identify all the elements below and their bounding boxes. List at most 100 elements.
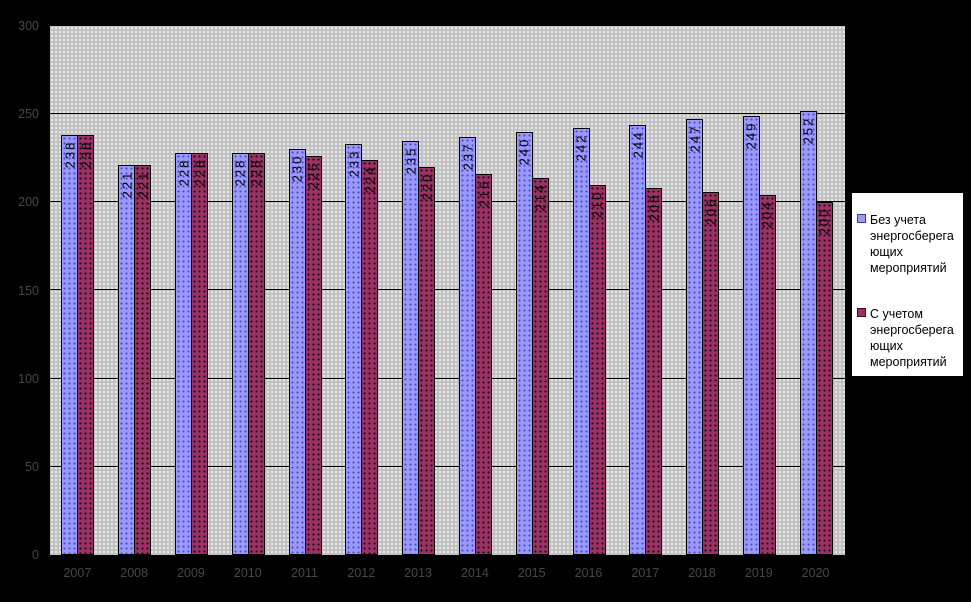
gridline [50,201,845,202]
bar-value-label: 226 [306,157,321,193]
bar-value-text: 252 [800,116,816,144]
legend-label-line: Без учета [870,213,926,227]
bar-value-label: 233 [346,145,361,181]
gridline [50,289,845,290]
bar-value-text: 244 [630,130,646,158]
legend-label-series-2: С учетом энергосберега ющих мероприятий [870,306,954,370]
bar-series2-2012: 224 [361,160,379,555]
bar-value-label: 247 [687,120,702,156]
bar-series2-2009: 228 [191,153,208,555]
x-axis-tick-label: 2014 [460,566,489,580]
bar-value-label: 238 [78,136,93,172]
bar-value-label: 221 [135,166,150,202]
bar-series2-2020: 200 [815,202,833,555]
x-axis-tick-label: 2018 [688,566,716,580]
legend-label-line: энергосберега [870,323,954,337]
x-axis-tick-label: 2010 [233,566,262,580]
bar-series2-2011: 226 [304,156,322,555]
bar-series1-2010: 228 [231,153,249,555]
x-axis: 2007 2008 2009 2010 2011 2012 2013 2014 2015 2016… [49,566,844,582]
bar-value-label: 216 [476,175,491,211]
bar-value-text: 220 [419,172,435,200]
legend-label-line: мероприятий [870,261,947,275]
bar-value-label: 252 [801,112,816,148]
bar-value-text: 242 [573,133,589,161]
bar-value-label: 230 [290,150,305,186]
bar-value-text: 235 [403,146,419,174]
bar-value-text: 226 [305,161,321,189]
bar-value-text: 247 [687,124,703,152]
bar-value-label: 249 [744,117,759,153]
bar-value-label: 206 [703,193,718,229]
bar-value-text: 224 [362,165,378,193]
legend-entry-series-2: С учетом энергосберега ющих мероприятий [857,306,961,370]
bar-value-text: 249 [743,121,759,149]
legend-label-line: С учетом [870,307,923,321]
y-axis-tick-label: 300 [18,19,39,33]
bar-value-label: 235 [403,142,418,178]
x-axis-tick-label: 2019 [744,566,773,580]
x-axis-tick-label: 2007 [63,566,92,580]
x-axis-tick-label: 2013 [404,566,432,580]
legend-label-line: ющих [870,245,903,259]
bar-value-text: 238 [62,140,78,168]
bar-value-label: 237 [460,138,475,174]
gridline [50,466,845,467]
bar-series1-2017: 244 [629,125,647,555]
legend: Без учета энергосберега ющих мероприятий… [851,192,964,377]
bar-series2-2007: 238 [77,135,95,555]
bar-series1-2008: 221 [118,165,136,555]
y-axis-tick-label: 250 [18,107,39,122]
bar-value-label: 214 [533,179,548,215]
bar-value-text: 204 [759,200,775,228]
bar-value-label: 244 [630,126,645,162]
bar-value-label: 224 [362,161,377,197]
bar-series2-2016: 210 [588,185,606,555]
y-axis-tick-label: 200 [18,195,39,210]
x-axis-tick-label: 2012 [347,566,376,580]
bar-series2-2010: 228 [247,153,265,555]
x-axis-tick-label: 2016 [574,566,603,580]
y-axis-tick-label: 150 [18,283,39,298]
bar-series2-2015: 214 [531,178,549,555]
bar-series1-2020: 252 [799,111,817,555]
bar-value-label: 240 [517,133,532,169]
x-axis-tick-label: 2017 [631,566,660,580]
bar-value-text: 233 [346,149,362,177]
bar-series1-2015: 240 [515,132,533,555]
bar-value-text: 221 [119,170,135,198]
bar-value-text: 228 [248,158,264,186]
x-axis-tick-label: 2015 [517,566,546,580]
bar-value-text: 214 [532,183,548,211]
bar-value-text: 216 [475,179,491,207]
bar-series2-2019: 204 [758,195,776,555]
bar-value-label: 228 [176,154,191,190]
bar-value-label: 221 [119,166,134,202]
x-axis-tick-label: 2009 [177,566,205,580]
legend-marker-series-1 [857,214,866,223]
bar-value-label: 238 [62,136,77,172]
bar-series1-2013: 235 [402,141,420,555]
bar-series2-2018: 206 [702,192,719,555]
bar-value-text: 210 [589,190,605,218]
bar-value-label: 204 [760,196,775,232]
y-axis-tick-label: 100 [18,371,39,386]
bar-value-text: 230 [289,154,305,182]
bar-series1-2019: 249 [742,116,760,555]
bar-series1-2012: 233 [345,144,363,555]
bar-value-label: 200 [817,203,832,239]
bar-series1-2014: 237 [458,137,476,555]
legend-label-line: энергосберега [870,229,954,243]
bar-value-label: 210 [590,186,605,222]
y-axis: 0 50 100 150 200 250 300 [0,19,44,562]
bar-value-text: 237 [459,142,475,170]
bar-value-label: 228 [192,154,207,190]
gridline [50,113,845,114]
bar-value-text: 228 [192,158,208,186]
bar-value-text: 200 [816,207,832,235]
bar-series2-2013: 220 [418,167,436,555]
bar-series2-2014: 216 [474,174,492,555]
bar-value-label: 242 [574,129,589,165]
bar-value-text: 206 [703,197,719,225]
